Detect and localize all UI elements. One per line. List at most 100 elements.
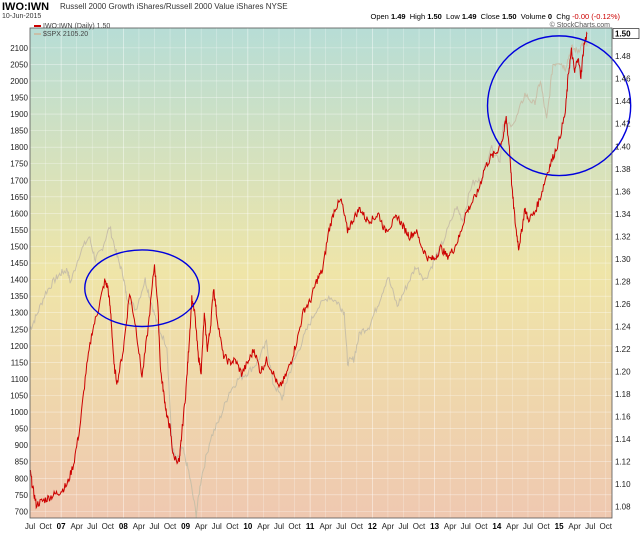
close-value: 1.50	[501, 12, 517, 21]
x-tick-label: Apr	[506, 522, 519, 531]
annotation-layer	[84, 35, 632, 328]
left-tick-label: 1650	[10, 193, 28, 202]
left-tick-label: 2100	[10, 44, 28, 53]
left-tick-label: 1450	[10, 259, 28, 268]
x-tick-label: 07	[57, 522, 66, 531]
left-tick-label: 2000	[10, 77, 28, 86]
left-tick-label: 1300	[10, 309, 28, 318]
left-tick-label: 1400	[10, 276, 28, 285]
x-tick-label: Jul	[212, 522, 222, 531]
chart-header: IWO:IWN Russell 2000 Growth iShares/Russ…	[0, 0, 640, 32]
right-tick-label: 1.32	[615, 232, 631, 241]
left-tick-label: 850	[15, 458, 29, 467]
left-tick-label: 950	[15, 425, 29, 434]
annotation-circle-2	[486, 35, 632, 177]
x-tick-label: Jul	[461, 522, 471, 531]
x-tick-label: Jul	[87, 522, 97, 531]
left-tick-label: 800	[15, 474, 29, 483]
quote-line: Open 1.49 High 1.50 Low 1.49 Close 1.50 …	[370, 12, 620, 21]
spx-series	[29, 37, 588, 519]
x-tick-label: Oct	[600, 522, 613, 531]
x-tick-label: Oct	[413, 522, 426, 531]
right-tick-label: 1.24	[615, 323, 631, 332]
x-tick-label: Jul	[336, 522, 346, 531]
x-tick-label: Jul	[398, 522, 408, 531]
x-tick-label: Apr	[257, 522, 270, 531]
high-label: High	[409, 12, 426, 21]
chart-description: Russell 2000 Growth iShares/Russell 2000…	[60, 2, 288, 11]
left-tick-label: 900	[15, 441, 29, 450]
left-tick-label: 750	[15, 491, 29, 500]
x-axis: Jul Oct 07 Apr Jul Oct 08 Apr Jul Oct 09 Apr Jul Oct 1…	[25, 522, 613, 531]
x-tick-label: 11	[306, 522, 315, 531]
left-tick-label: 1950	[10, 94, 28, 103]
left-tick-label: 1250	[10, 325, 28, 334]
x-tick-label: Oct	[39, 522, 52, 531]
ratio-line	[29, 31, 588, 510]
right-tick-label: 1.28	[615, 277, 631, 286]
volume-label: Volume	[520, 12, 546, 21]
open-label: Open	[370, 12, 389, 21]
left-tick-label: 1700	[10, 176, 28, 185]
chg-value: -0.00 (-0.12%)	[572, 12, 620, 21]
left-tick-label: 1900	[10, 110, 28, 119]
spx-line	[29, 37, 588, 519]
left-tick-label: 1500	[10, 243, 28, 252]
right-tick-label: 1.34	[615, 210, 631, 219]
right-tick-label: 1.16	[615, 413, 631, 422]
high-value: 1.50	[427, 12, 442, 21]
right-tick-label: 1.08	[615, 503, 631, 512]
x-tick-label: Oct	[164, 522, 177, 531]
left-tick-label: 1350	[10, 292, 28, 301]
right-tick-label: 1.36	[615, 187, 631, 196]
x-tick-label: Oct	[102, 522, 115, 531]
left-tick-label: 1750	[10, 160, 28, 169]
x-tick-label: 12	[368, 522, 377, 531]
legend-spx: $SPX 2105.20	[34, 31, 88, 38]
left-tick-label: 2050	[10, 60, 28, 69]
left-tick-label: 1100	[11, 375, 29, 384]
x-tick-label: Apr	[568, 522, 581, 531]
right-tick-label: 1.22	[615, 345, 631, 354]
x-tick-label: 10	[243, 522, 252, 531]
left-tick-label: 1850	[10, 127, 28, 136]
right-tick-label: 1.42	[615, 120, 631, 129]
x-tick-label: Apr	[319, 522, 332, 531]
low-value: 1.49	[461, 12, 477, 21]
left-tick-label: 1050	[10, 392, 28, 401]
x-tick-label: Apr	[70, 522, 83, 531]
last-value-box	[612, 28, 640, 39]
legend-label-spx: $SPX 2105.20	[43, 31, 89, 38]
left-axis: 700 750 800 850 900 950 1000 1050 1100 1150 1200 12…	[10, 44, 28, 517]
right-tick-label: 1.48	[615, 52, 631, 61]
right-tick-label: 1.12	[615, 458, 631, 467]
right-tick-label: 1.14	[615, 435, 631, 444]
right-tick-label: 1.20	[615, 368, 631, 377]
legend-ratio: IWO:IWN (Daily) 1.50	[34, 23, 110, 30]
legend-swatch-ratio	[34, 25, 41, 28]
last-value-label: 1.50	[615, 30, 631, 39]
right-tick-label: 1.40	[615, 142, 631, 151]
x-tick-label: Oct	[288, 522, 301, 531]
right-axis: 1.08 1.10 1.12 1.14 1.16 1.18 1.20 1.22 1.24 1.26…	[612, 28, 640, 512]
left-tick-label: 1600	[10, 209, 28, 218]
low-label: Low	[446, 12, 460, 21]
x-tick-label: Oct	[351, 522, 364, 531]
x-tick-label: 08	[119, 522, 128, 531]
legend-swatch-spx	[34, 33, 41, 36]
right-tick-label: 1.38	[615, 165, 631, 174]
x-tick-label: Oct	[226, 522, 239, 531]
x-tick-label: Jul	[274, 522, 284, 531]
left-tick-label: 1200	[10, 342, 28, 351]
right-tick-label: 1.10	[615, 480, 631, 489]
left-tick-label: 1000	[10, 408, 28, 417]
left-tick-label: 1800	[10, 143, 28, 152]
x-tick-label: Apr	[133, 522, 146, 531]
x-tick-label: Apr	[195, 522, 208, 531]
right-tick-label: 1.30	[615, 255, 631, 264]
x-tick-label: 15	[555, 522, 564, 531]
plot-background	[30, 28, 612, 518]
x-tick-label: Jul	[149, 522, 159, 531]
left-tick-label: 1550	[10, 226, 28, 235]
